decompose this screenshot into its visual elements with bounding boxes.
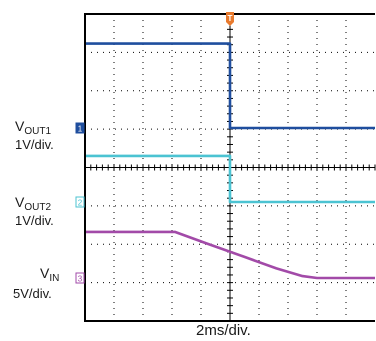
trace-ch1 <box>85 42 375 130</box>
traces <box>85 42 375 280</box>
ch3-marker-number: 3 <box>78 275 83 284</box>
ch1-marker-number: 1 <box>78 125 83 134</box>
trigger-marker: T <box>226 12 234 26</box>
ch1-marker: 1 <box>75 122 85 134</box>
ch3-marker: 3 <box>75 272 85 284</box>
ch3-scale: 5V/div. <box>13 286 52 301</box>
trace-ch3 <box>85 230 375 280</box>
ch2-scale: 1V/div. <box>15 213 54 228</box>
channel-markers: 1 2 3 T <box>75 12 234 284</box>
trace-ch2 <box>85 154 375 204</box>
ch1-scale: 1V/div. <box>15 137 54 152</box>
trigger-marker-letter: T <box>228 14 233 23</box>
ch1-label: VOUT1 <box>15 118 52 137</box>
ch2-label: VOUT2 <box>15 194 52 213</box>
ch2-marker: 2 <box>75 196 85 208</box>
ch2-marker-number: 2 <box>78 199 83 208</box>
ch3-label: VIN <box>40 265 60 284</box>
